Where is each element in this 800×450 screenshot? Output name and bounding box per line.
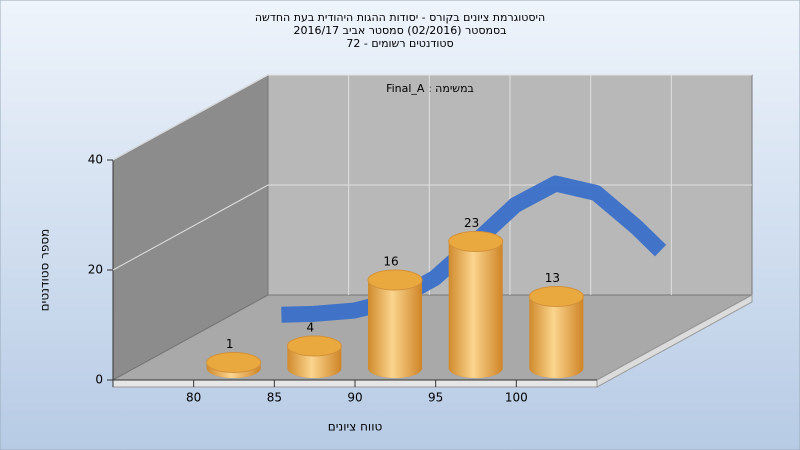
bar-top — [206, 352, 262, 373]
y-tick-label: 20 — [88, 263, 103, 277]
x-tick-label: 80 — [186, 391, 201, 405]
annotation: Final_A : במשימה — [386, 82, 474, 95]
bar-top — [528, 286, 584, 307]
grid-line — [112, 184, 269, 271]
bar — [286, 335, 342, 378]
bar-base-front — [368, 358, 422, 378]
data-label: 23 — [464, 216, 479, 230]
bar — [448, 231, 504, 378]
bar-top — [367, 269, 423, 291]
chart-title: היסטוגרמת ציונים בקורס - יסודות ההגות הי… — [255, 11, 545, 24]
bar-body — [448, 241, 503, 368]
x-tick-label: 95 — [428, 391, 443, 405]
y-axis-label: מספר סטודנטים — [38, 229, 52, 312]
x-tick-label: 100 — [505, 391, 528, 405]
chart-subtitle: בסמסטר (02/2016) סמסטר אביב 2016/17 — [293, 24, 506, 37]
bar-body — [529, 296, 584, 368]
bar-base-front — [448, 358, 503, 378]
data-label: 4 — [307, 321, 315, 335]
data-label: 16 — [383, 255, 398, 269]
data-label: 1 — [226, 337, 234, 351]
x-tick-label: 90 — [347, 391, 362, 405]
bar-top — [286, 335, 342, 357]
x-axis-label: טווח ציונים — [328, 420, 383, 434]
grid-line — [112, 74, 269, 161]
chart-subtitle: סטודנטים רשומים - 72 — [346, 37, 453, 50]
bar — [206, 352, 262, 378]
data-label: 13 — [545, 271, 560, 285]
x-tick-label: 85 — [267, 391, 282, 405]
y-tick-label: 0 — [95, 373, 103, 387]
bar-base-front — [529, 358, 584, 378]
y-tick-label: 40 — [88, 153, 103, 167]
bar — [367, 269, 423, 378]
bar — [528, 286, 584, 378]
bar-top — [448, 231, 504, 252]
bar-body — [368, 280, 422, 368]
bar-base-front — [287, 358, 342, 378]
